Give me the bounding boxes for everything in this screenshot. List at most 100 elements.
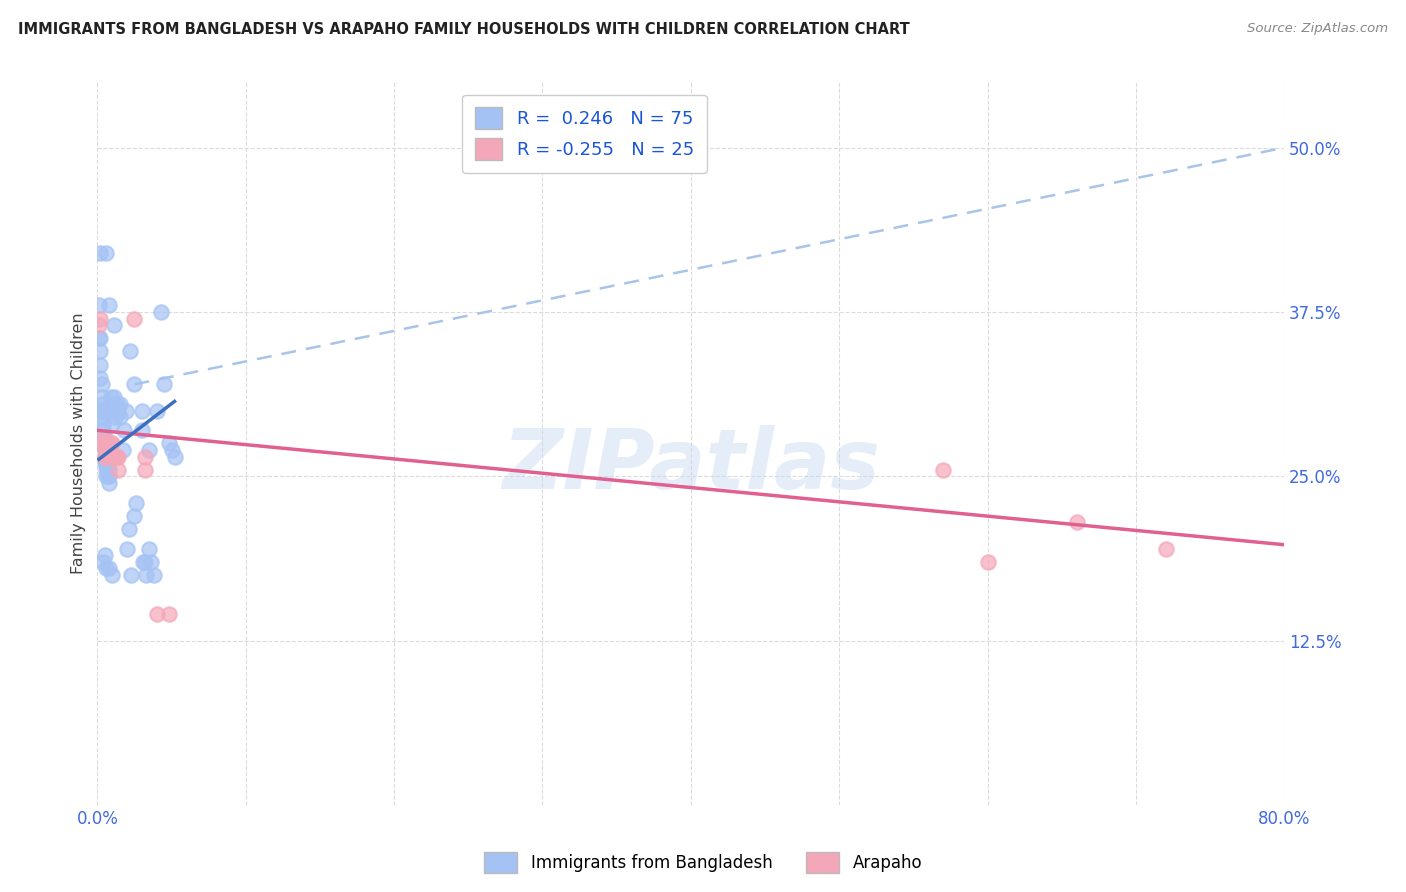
Point [96, 456, 118, 470]
Point [89, 344, 111, 359]
Point [124, 311, 146, 326]
Point [105, 450, 128, 464]
Point [97, 456, 120, 470]
Point [101, 417, 124, 431]
Point [90, 397, 112, 411]
Point [157, 436, 180, 450]
Point [153, 377, 176, 392]
Point [89, 311, 111, 326]
Point [91, 417, 114, 431]
Text: Source: ZipAtlas.com: Source: ZipAtlas.com [1247, 22, 1388, 36]
Point [94, 443, 117, 458]
Point [976, 555, 998, 569]
Point [89, 370, 111, 384]
Point [134, 450, 156, 464]
Point [98, 298, 121, 312]
Point [98, 463, 121, 477]
Point [96, 561, 118, 575]
Point [91, 430, 114, 444]
Legend: Immigrants from Bangladesh, Arapaho: Immigrants from Bangladesh, Arapaho [477, 846, 929, 880]
Point [131, 403, 153, 417]
Point [90, 403, 112, 417]
Point [132, 555, 155, 569]
Point [1066, 516, 1088, 530]
Point [91, 403, 114, 417]
Y-axis label: Family Households with Children: Family Households with Children [72, 313, 86, 574]
Point [87, 331, 110, 345]
Point [142, 568, 165, 582]
Point [87, 318, 110, 333]
Point [103, 318, 125, 333]
Legend: R =  0.246   N = 75, R = -0.255   N = 25: R = 0.246 N = 75, R = -0.255 N = 25 [463, 95, 707, 173]
Point [103, 391, 125, 405]
Point [107, 450, 129, 464]
Point [91, 410, 114, 425]
Point [108, 397, 131, 411]
Point [131, 423, 153, 437]
Point [107, 463, 129, 477]
Point [97, 436, 120, 450]
Point [115, 541, 138, 556]
Text: ZIPatlas: ZIPatlas [502, 425, 880, 506]
Point [134, 463, 156, 477]
Point [98, 469, 121, 483]
Point [90, 391, 112, 405]
Point [96, 469, 118, 483]
Point [97, 463, 120, 477]
Point [118, 344, 141, 359]
Point [98, 561, 121, 575]
Point [101, 568, 124, 582]
Point [104, 410, 127, 425]
Point [94, 450, 117, 464]
Point [89, 245, 111, 260]
Point [124, 377, 146, 392]
Point [90, 377, 112, 392]
Point [98, 475, 121, 490]
Point [104, 397, 127, 411]
Point [90, 430, 112, 444]
Point [138, 541, 160, 556]
Point [112, 423, 135, 437]
Point [96, 463, 118, 477]
Point [111, 443, 134, 458]
Point [94, 548, 117, 562]
Point [100, 436, 122, 450]
Point [105, 397, 128, 411]
Point [145, 607, 167, 622]
Point [135, 568, 157, 582]
Point [124, 508, 146, 523]
Point [121, 568, 143, 582]
Point [94, 456, 117, 470]
Point [100, 391, 122, 405]
Point [107, 403, 129, 417]
Point [94, 436, 117, 450]
Point [114, 403, 136, 417]
Point [94, 450, 117, 464]
Point [104, 450, 127, 464]
Point [157, 607, 180, 622]
Point [96, 245, 118, 260]
Point [94, 430, 117, 444]
Point [96, 450, 118, 464]
Point [125, 496, 148, 510]
Point [90, 436, 112, 450]
Point [94, 443, 117, 458]
Point [89, 358, 111, 372]
Point [101, 403, 124, 417]
Point [134, 555, 156, 569]
Point [145, 403, 167, 417]
Point [91, 423, 114, 437]
Point [101, 436, 124, 450]
Text: IMMIGRANTS FROM BANGLADESH VS ARAPAHO FAMILY HOUSEHOLDS WITH CHILDREN CORRELATIO: IMMIGRANTS FROM BANGLADESH VS ARAPAHO FA… [18, 22, 910, 37]
Point [97, 469, 120, 483]
Point [139, 555, 162, 569]
Point [108, 410, 131, 425]
Point [160, 443, 183, 458]
Point [101, 450, 124, 464]
Point [89, 331, 111, 345]
Point [87, 298, 110, 312]
Point [138, 443, 160, 458]
Point [163, 450, 186, 464]
Point [150, 305, 173, 319]
Point [96, 436, 118, 450]
